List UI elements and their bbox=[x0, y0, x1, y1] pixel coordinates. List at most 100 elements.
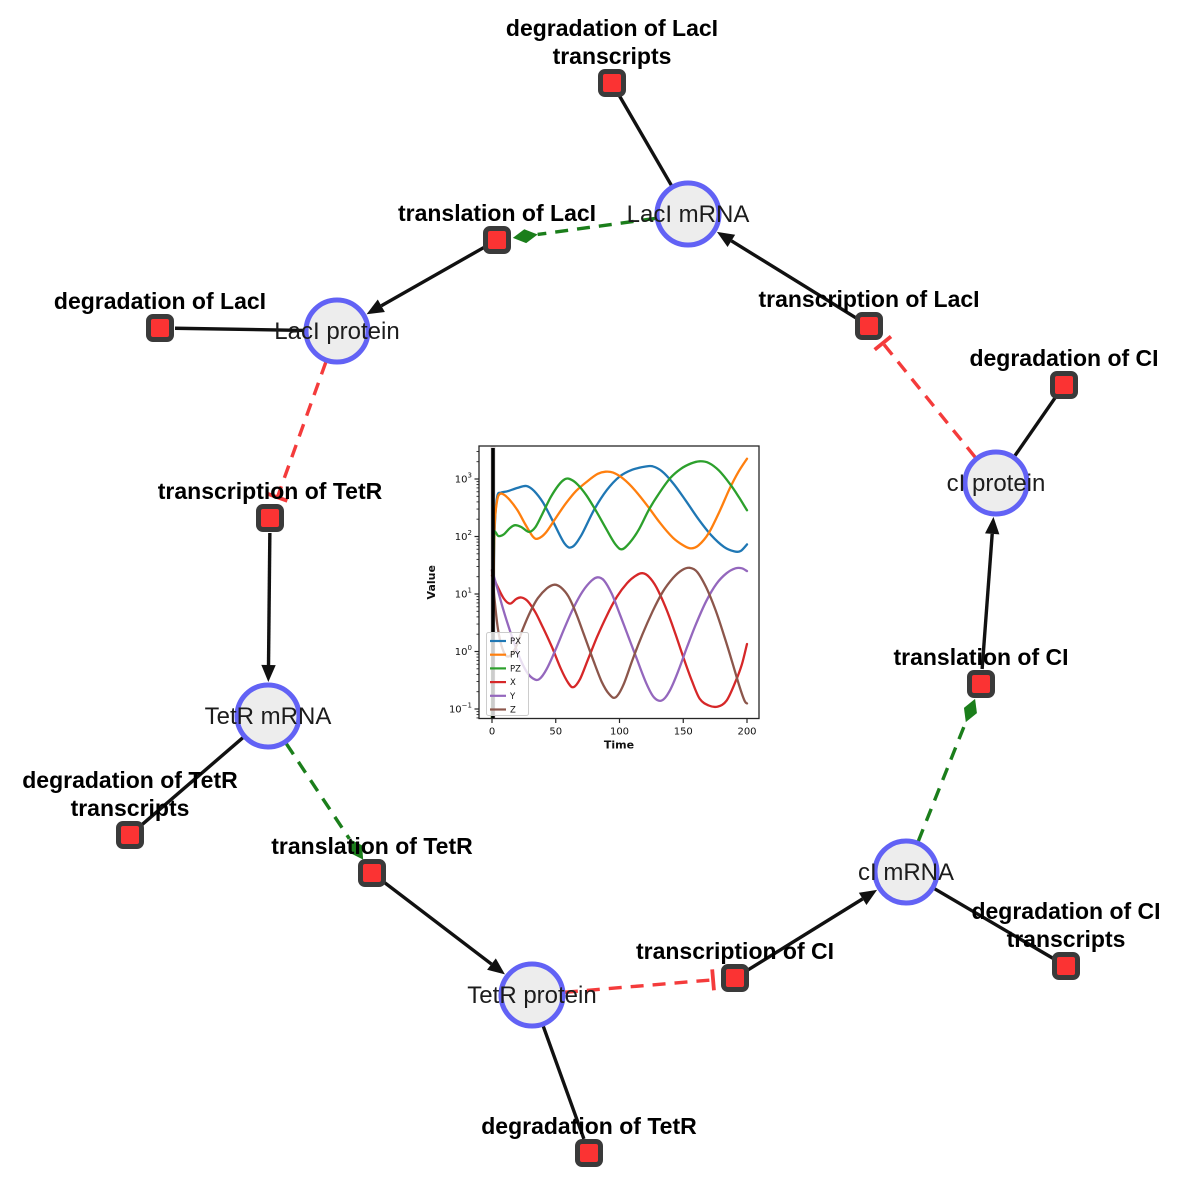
diamond-arrowhead-icon bbox=[349, 838, 364, 860]
reaction-node-transcription_ci[interactable] bbox=[721, 964, 749, 992]
edges-layer bbox=[140, 95, 1057, 1140]
reaction-node-transcription_laci[interactable] bbox=[855, 312, 883, 340]
x-tick-label: 200 bbox=[737, 727, 756, 738]
edge-inhibition-laci_protein-to-transcription_tetr bbox=[266, 361, 328, 503]
reaction-label-transcription_ci: transcription of CI bbox=[636, 938, 834, 964]
production-line bbox=[382, 880, 493, 966]
reaction-label-transcription_laci: transcription of LacI bbox=[758, 286, 979, 312]
reaction-label-line: translation of LacI bbox=[398, 200, 596, 226]
reaction-label-line: degradation of LacI bbox=[54, 288, 266, 314]
species-label-laci_protein: LacI protein bbox=[274, 318, 399, 345]
consumption-line bbox=[140, 736, 245, 827]
edge-consumption-ci_mrna-to-deg_ci_transcripts bbox=[933, 887, 1054, 960]
inhibition-tbar-icon bbox=[710, 969, 716, 991]
modifier-dashed-line bbox=[284, 742, 351, 840]
legend-label-X: X bbox=[510, 678, 516, 688]
reaction-label-line: translation of CI bbox=[893, 644, 1068, 670]
inhibition-dashed-line bbox=[564, 978, 714, 994]
y-tick-label: 103 bbox=[455, 472, 472, 486]
series-line-PZ bbox=[490, 460, 749, 719]
reaction-label-line: transcripts bbox=[553, 43, 672, 69]
legend-label-PY: PY bbox=[510, 651, 521, 661]
production-line bbox=[730, 239, 858, 320]
arrowhead-icon bbox=[985, 516, 1000, 535]
species-node-tetr_protein[interactable] bbox=[498, 961, 566, 1029]
species-label-tetr_protein: TetR protein bbox=[467, 982, 596, 1009]
reaction-label-translation_laci: translation of LacI bbox=[398, 200, 596, 226]
series-line-PY bbox=[490, 457, 749, 719]
consumption-line bbox=[174, 326, 305, 333]
reaction-label-translation_ci: translation of CI bbox=[893, 644, 1068, 670]
species-label-ci_protein: cI protein bbox=[947, 470, 1046, 497]
edge-consumption-laci_protein-to-deg_laci bbox=[174, 326, 305, 333]
edge-inhibition-ci_protein-to-transcription_laci bbox=[873, 335, 977, 459]
reaction-node-deg_laci[interactable] bbox=[146, 314, 174, 342]
legend-label-Z: Z bbox=[510, 706, 516, 716]
nodes-layer bbox=[116, 69, 1080, 1167]
reaction-label-line: degradation of LacI bbox=[506, 15, 718, 41]
species-node-ci_protein[interactable] bbox=[962, 449, 1030, 517]
reaction-label-line: transcription of TetR bbox=[158, 478, 383, 504]
inhibition-tbar-icon bbox=[266, 491, 288, 503]
reaction-node-transcription_tetr[interactable] bbox=[256, 504, 284, 532]
y-tick-label: 10−1 bbox=[449, 702, 472, 716]
legend-box bbox=[486, 632, 529, 716]
reaction-label-translation_tetr: translation of TetR bbox=[271, 833, 473, 859]
consumption-line bbox=[1013, 396, 1057, 457]
x-axis-label: Time bbox=[604, 739, 634, 752]
edge-modifier-laci_mrna-to-translation_laci bbox=[512, 216, 656, 244]
edge-consumption-laci_mrna-to-deg_laci_transcripts bbox=[618, 95, 673, 187]
arrowhead-icon bbox=[261, 664, 276, 683]
edge-production-translation_ci-to-ci_protein bbox=[980, 516, 1000, 670]
arrowhead-icon bbox=[487, 958, 505, 975]
y-tick-label: 101 bbox=[455, 587, 472, 601]
labels-layer: LacI mRNA LacI protein TetR mRNA TetR prote… bbox=[22, 15, 1160, 1139]
reaction-node-translation_tetr[interactable] bbox=[358, 859, 386, 887]
reaction-label-deg_tetr: degradation of TetR bbox=[481, 1113, 697, 1139]
arrowhead-icon bbox=[366, 299, 385, 315]
species-label-laci_mrna: LacI mRNA bbox=[627, 201, 750, 228]
inhibition-tbar-icon bbox=[873, 335, 893, 352]
x-tick-label: 150 bbox=[674, 727, 693, 738]
consumption-line bbox=[541, 1025, 586, 1140]
species-label-ci_mrna: cI mRNA bbox=[858, 859, 954, 886]
reaction-label-line: transcripts bbox=[1007, 926, 1126, 952]
y-tick-label: 102 bbox=[455, 529, 472, 543]
reaction-label-line: transcripts bbox=[71, 795, 190, 821]
legend-label-Y: Y bbox=[509, 692, 516, 702]
reaction-label-line: degradation of TetR bbox=[481, 1113, 697, 1139]
reaction-label-line: transcription of CI bbox=[636, 938, 834, 964]
modifier-dashed-line bbox=[537, 216, 656, 237]
x-tick-label: 100 bbox=[610, 727, 629, 738]
diamond-arrowhead-icon bbox=[963, 698, 977, 723]
inhibition-dashed-line bbox=[275, 361, 328, 498]
legend-label-PZ: PZ bbox=[510, 664, 521, 674]
reaction-node-deg_ci_transcripts[interactable] bbox=[1052, 952, 1080, 980]
edge-production-translation_laci-to-laci_protein bbox=[366, 245, 485, 315]
y-tick-label: 100 bbox=[455, 644, 472, 658]
species-node-tetr_mrna[interactable] bbox=[234, 682, 302, 750]
species-node-ci_mrna[interactable] bbox=[872, 838, 940, 906]
arrowhead-icon bbox=[716, 231, 736, 247]
reaction-node-translation_ci[interactable] bbox=[967, 670, 995, 698]
series-line-PX bbox=[490, 464, 749, 719]
production-line bbox=[380, 245, 485, 308]
reaction-node-deg_tetr[interactable] bbox=[575, 1139, 603, 1167]
edge-modifier-tetr_mrna-to-translation_tetr bbox=[284, 742, 364, 860]
reaction-label-line: translation of TetR bbox=[271, 833, 473, 859]
reaction-node-deg_laci_transcripts[interactable] bbox=[598, 69, 626, 97]
reaction-label-line: degradation of CI bbox=[971, 898, 1160, 924]
edge-production-transcription_ci-to-ci_mrna bbox=[746, 889, 878, 972]
species-node-laci_protein[interactable] bbox=[303, 297, 371, 365]
species-node-laci_mrna[interactable] bbox=[654, 180, 722, 248]
y-axis-label: Value bbox=[425, 565, 438, 599]
reaction-node-deg_ci[interactable] bbox=[1050, 371, 1078, 399]
plot-legend: PX PY PZ XYZ bbox=[486, 632, 529, 716]
reaction-node-deg_tetr_transcripts[interactable] bbox=[116, 821, 144, 849]
edge-production-transcription_laci-to-laci_mrna bbox=[716, 231, 858, 320]
consumption-line bbox=[933, 887, 1054, 960]
reaction-node-translation_laci[interactable] bbox=[483, 226, 511, 254]
x-tick-label: 50 bbox=[549, 727, 562, 738]
